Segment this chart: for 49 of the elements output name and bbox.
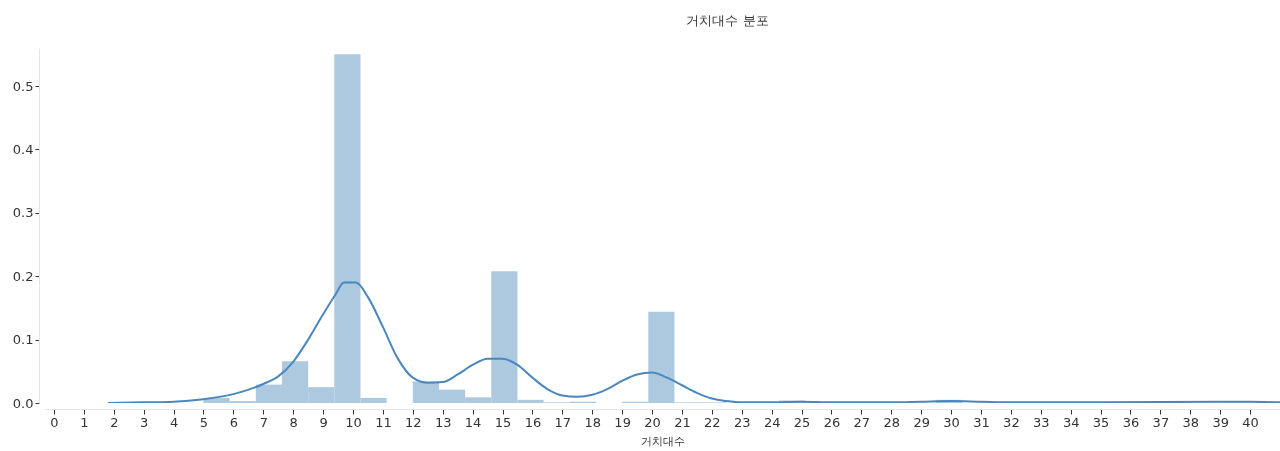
x-tick-label: 32 bbox=[1003, 414, 1020, 430]
x-tick-label: 0 bbox=[50, 414, 59, 430]
x-tick-label: 1 bbox=[80, 414, 89, 430]
x-tick-label: 12 bbox=[405, 414, 422, 430]
x-tick-label: 14 bbox=[464, 414, 482, 430]
x-tick-label: 37 bbox=[1152, 414, 1170, 430]
x-tick-label: 26 bbox=[823, 414, 841, 430]
x-tick-label: 27 bbox=[853, 414, 871, 430]
x-tick-label: 31 bbox=[973, 414, 990, 430]
x-tick-label: 24 bbox=[763, 414, 781, 430]
x-tick-label: 25 bbox=[793, 414, 811, 430]
y-tick-label: 0.0 bbox=[12, 395, 34, 411]
y-tick-label: 0.1 bbox=[12, 332, 34, 348]
x-tick-label: 4 bbox=[169, 414, 179, 430]
x-tick-label: 15 bbox=[494, 414, 512, 430]
x-tick-label: 10 bbox=[345, 414, 362, 430]
x-tick-label: 36 bbox=[1122, 414, 1140, 430]
x-tick-label: 16 bbox=[524, 414, 542, 430]
x-tick-label: 17 bbox=[554, 414, 572, 430]
x-tick-label: 33 bbox=[1033, 414, 1050, 430]
x-tick-label: 23 bbox=[733, 414, 751, 430]
x-tick-label: 22 bbox=[704, 414, 721, 430]
y-tick-label: 0.3 bbox=[12, 205, 34, 221]
y-tick-label: 0.2 bbox=[12, 268, 34, 284]
y-tick-label: 0.5 bbox=[12, 78, 34, 94]
x-tick-label: 11 bbox=[375, 414, 392, 430]
x-tick-label: 9 bbox=[319, 414, 328, 430]
x-tick-label: 29 bbox=[913, 414, 930, 430]
x-tick-label: 3 bbox=[140, 414, 149, 430]
x-tick-label: 7 bbox=[259, 414, 268, 430]
x-tick-label: 19 bbox=[614, 414, 631, 430]
x-tick-label: 13 bbox=[434, 414, 452, 430]
y-tick-label: 0.4 bbox=[12, 141, 34, 157]
x-tick-label: 5 bbox=[199, 414, 209, 430]
x-tick-label: 6 bbox=[229, 414, 239, 430]
x-tick-label: 40 bbox=[1242, 414, 1259, 430]
x-tick-label: 18 bbox=[584, 414, 601, 430]
x-tick-label: 2 bbox=[110, 414, 119, 430]
chart-title: 거치대수 분포 bbox=[686, 13, 769, 28]
x-axis-title: 거치대수 bbox=[641, 434, 685, 448]
x-tick-label: 8 bbox=[289, 414, 298, 430]
x-tick-label: 38 bbox=[1182, 414, 1200, 430]
x-tick-label: 35 bbox=[1092, 414, 1110, 430]
x-tick-label: 28 bbox=[883, 414, 901, 430]
x-tick-label: 34 bbox=[1062, 414, 1080, 430]
x-tick-label: 20 bbox=[644, 414, 661, 430]
x-tick-label: 39 bbox=[1212, 414, 1229, 430]
x-tick-label: 21 bbox=[674, 414, 691, 430]
x-tick-label: 30 bbox=[943, 414, 960, 430]
